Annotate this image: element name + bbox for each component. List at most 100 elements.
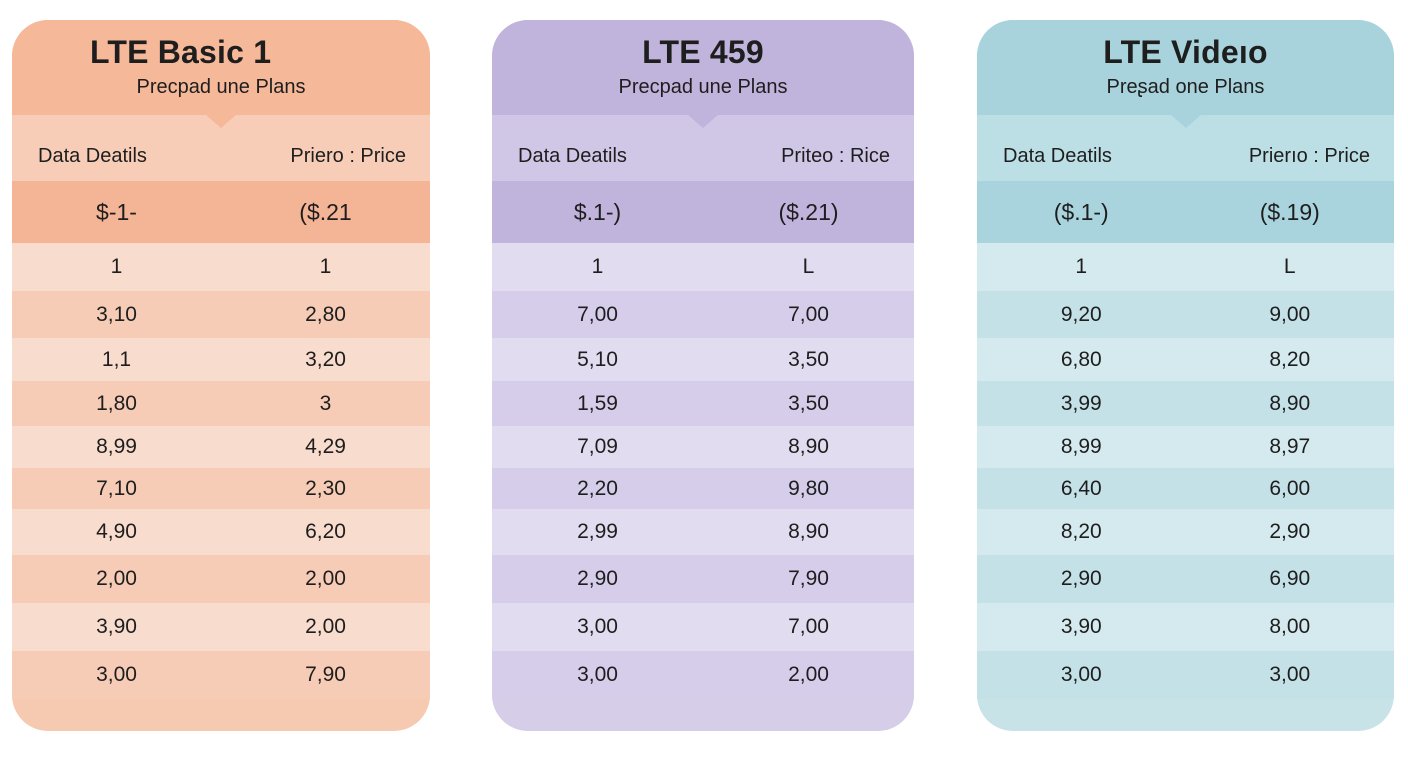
table-cell-data: 3,00 bbox=[96, 663, 137, 686]
header-pointer bbox=[205, 114, 237, 128]
table-cell-data: 3,10 bbox=[96, 302, 137, 326]
table-row: 7,10 2,30 bbox=[12, 468, 430, 509]
table-cell-data: 1 bbox=[1075, 255, 1088, 278]
table-cell-data: 2,00 bbox=[96, 567, 137, 590]
plan-title: LTE Basic 1 bbox=[90, 34, 272, 70]
highlight-row: ($.1-) ($.19) bbox=[977, 181, 1394, 243]
plan-card: LTE 459 Precpad une Plans Data Deatils Prit… bbox=[492, 20, 914, 731]
table-cell-price: 7,90 bbox=[305, 663, 346, 686]
table-row: 4,90 6,20 bbox=[12, 509, 430, 555]
table-row: 1,1 3,20 bbox=[12, 338, 430, 381]
table-row: 1,80 3 bbox=[12, 381, 430, 426]
table-cell-price: 2,30 bbox=[305, 476, 346, 500]
column-header-price: Priteo : Rice bbox=[781, 145, 890, 167]
table-row: 7,00 7,00 bbox=[492, 291, 914, 338]
table-row: 2,90 6,90 bbox=[977, 555, 1394, 603]
table-row: 3,90 2,00 bbox=[12, 603, 430, 651]
table-cell-data: 9,20 bbox=[1060, 302, 1102, 326]
plan-subtitle: Preʂad one Plans bbox=[1106, 76, 1265, 98]
table-cell-price: 2,00 bbox=[788, 663, 829, 686]
plan-subtitle: Precpad une Plans bbox=[618, 76, 788, 98]
highlight-cell-data: $-1- bbox=[96, 198, 137, 225]
table-row: 6,40 6,00 bbox=[977, 468, 1394, 509]
table-row: 8,20 2,90 bbox=[977, 509, 1394, 555]
highlight-cell-price: ($.21 bbox=[299, 198, 352, 225]
table-cell-data: 3,00 bbox=[1060, 663, 1102, 686]
table-cell-data: 1 bbox=[110, 255, 123, 278]
table-cell-price: L bbox=[1283, 255, 1296, 278]
table-row: 8,99 8,97 bbox=[977, 426, 1394, 468]
table-cell-price: 4,29 bbox=[305, 435, 346, 458]
table-cell-data: 7,09 bbox=[577, 435, 618, 458]
header-pointer bbox=[1169, 114, 1202, 128]
table-row: 2,99 8,90 bbox=[492, 509, 914, 555]
table-row: 1,59 3,50 bbox=[492, 381, 914, 426]
highlight-cell-data: $.1-) bbox=[573, 198, 622, 225]
table-row: 3,90 8,00 bbox=[977, 603, 1394, 651]
table-cell-price: 8,97 bbox=[1269, 435, 1311, 458]
table-row: 3,10 2,80 bbox=[12, 291, 430, 338]
table-cell-price: 1 bbox=[319, 255, 332, 278]
table-cell-price: 3 bbox=[319, 391, 332, 415]
table-cell-price: 7,00 bbox=[788, 615, 829, 638]
table-row: 8,99 4,29 bbox=[12, 426, 430, 468]
table-cell-price: 8,20 bbox=[1269, 347, 1311, 371]
table-cell-data: 1 bbox=[591, 255, 604, 278]
plan-header: LTE Basic 1 Precpad une Plans bbox=[12, 20, 430, 115]
column-header-row: Data Deatils Priteo : Rice bbox=[492, 115, 914, 181]
table-cell-data: 1,80 bbox=[96, 391, 137, 415]
table-row: 3,00 7,00 bbox=[492, 603, 914, 651]
table-row: 3,00 3,00 bbox=[977, 651, 1394, 699]
highlight-row: $-1- ($.21 bbox=[12, 181, 430, 243]
table-cell-data: 8,20 bbox=[1060, 520, 1102, 543]
table-cell-price: 6,00 bbox=[1269, 476, 1311, 500]
column-header-data-details: Data Deatils bbox=[518, 145, 627, 167]
table-cell-price: 6,90 bbox=[1269, 567, 1311, 590]
table-cell-data: 3,00 bbox=[577, 615, 618, 638]
table-cell-price: 3,50 bbox=[788, 391, 829, 415]
table-cell-price: 2,80 bbox=[305, 302, 346, 326]
table-row: 9,20 9,00 bbox=[977, 291, 1394, 338]
plan-subtitle: Precpad une Plans bbox=[136, 76, 306, 98]
column-header-price: Prierıo : Price bbox=[1248, 145, 1370, 167]
highlight-cell-price: ($.19) bbox=[1259, 198, 1320, 225]
table-cell-data: 8,99 bbox=[96, 435, 137, 458]
highlight-cell-data: ($.1-) bbox=[1053, 198, 1109, 225]
table-cell-data: 5,10 bbox=[577, 347, 618, 371]
table-row: 5,10 3,50 bbox=[492, 338, 914, 381]
plan-header: LTE Videıo Preʂad one Plans bbox=[977, 20, 1394, 115]
table-cell-data: 1,59 bbox=[577, 391, 618, 415]
table-cell-price: 6,20 bbox=[305, 520, 346, 543]
table-row: 2,20 9,80 bbox=[492, 468, 914, 509]
table-row: 2,90 7,90 bbox=[492, 555, 914, 603]
table-cell-price: 8,90 bbox=[1269, 391, 1311, 415]
table-cell-price: 9,00 bbox=[1269, 302, 1311, 326]
table-cell-price: 7,90 bbox=[788, 567, 829, 590]
table-cell-price: 3,20 bbox=[305, 347, 346, 371]
table-cell-data: 6,40 bbox=[1060, 476, 1102, 500]
plan-header: LTE 459 Precpad une Plans bbox=[492, 20, 914, 115]
table-row: 6,80 8,20 bbox=[977, 338, 1394, 381]
highlight-cell-price: ($.21) bbox=[778, 198, 839, 225]
table-cell-data: 3,90 bbox=[96, 615, 137, 638]
table-row: 3,99 8,90 bbox=[977, 381, 1394, 426]
table-cell-data: 2,99 bbox=[577, 520, 618, 543]
table-row: 3,00 7,90 bbox=[12, 651, 430, 699]
table-row: 3,00 2,00 bbox=[492, 651, 914, 699]
plan-title: LTE 459 bbox=[642, 34, 764, 70]
table-cell-price: 2,00 bbox=[305, 615, 346, 638]
table-cell-data: 6,80 bbox=[1060, 347, 1102, 371]
column-header-price: Priero : Price bbox=[290, 145, 406, 167]
table-cell-data: 3,90 bbox=[1060, 615, 1102, 638]
table-cell-data: 2,90 bbox=[577, 567, 618, 590]
highlight-row: $.1-) ($.21) bbox=[492, 181, 914, 243]
table-row: 2,00 2,00 bbox=[12, 555, 430, 603]
table-cell-price: L bbox=[802, 255, 815, 278]
table-cell-data: 3,00 bbox=[577, 663, 618, 686]
table-cell-price: 2,90 bbox=[1269, 520, 1311, 543]
plan-card: LTE Basic 1 Precpad une Plans Data Deatils… bbox=[12, 20, 430, 731]
table-cell-price: 9,80 bbox=[788, 476, 829, 500]
